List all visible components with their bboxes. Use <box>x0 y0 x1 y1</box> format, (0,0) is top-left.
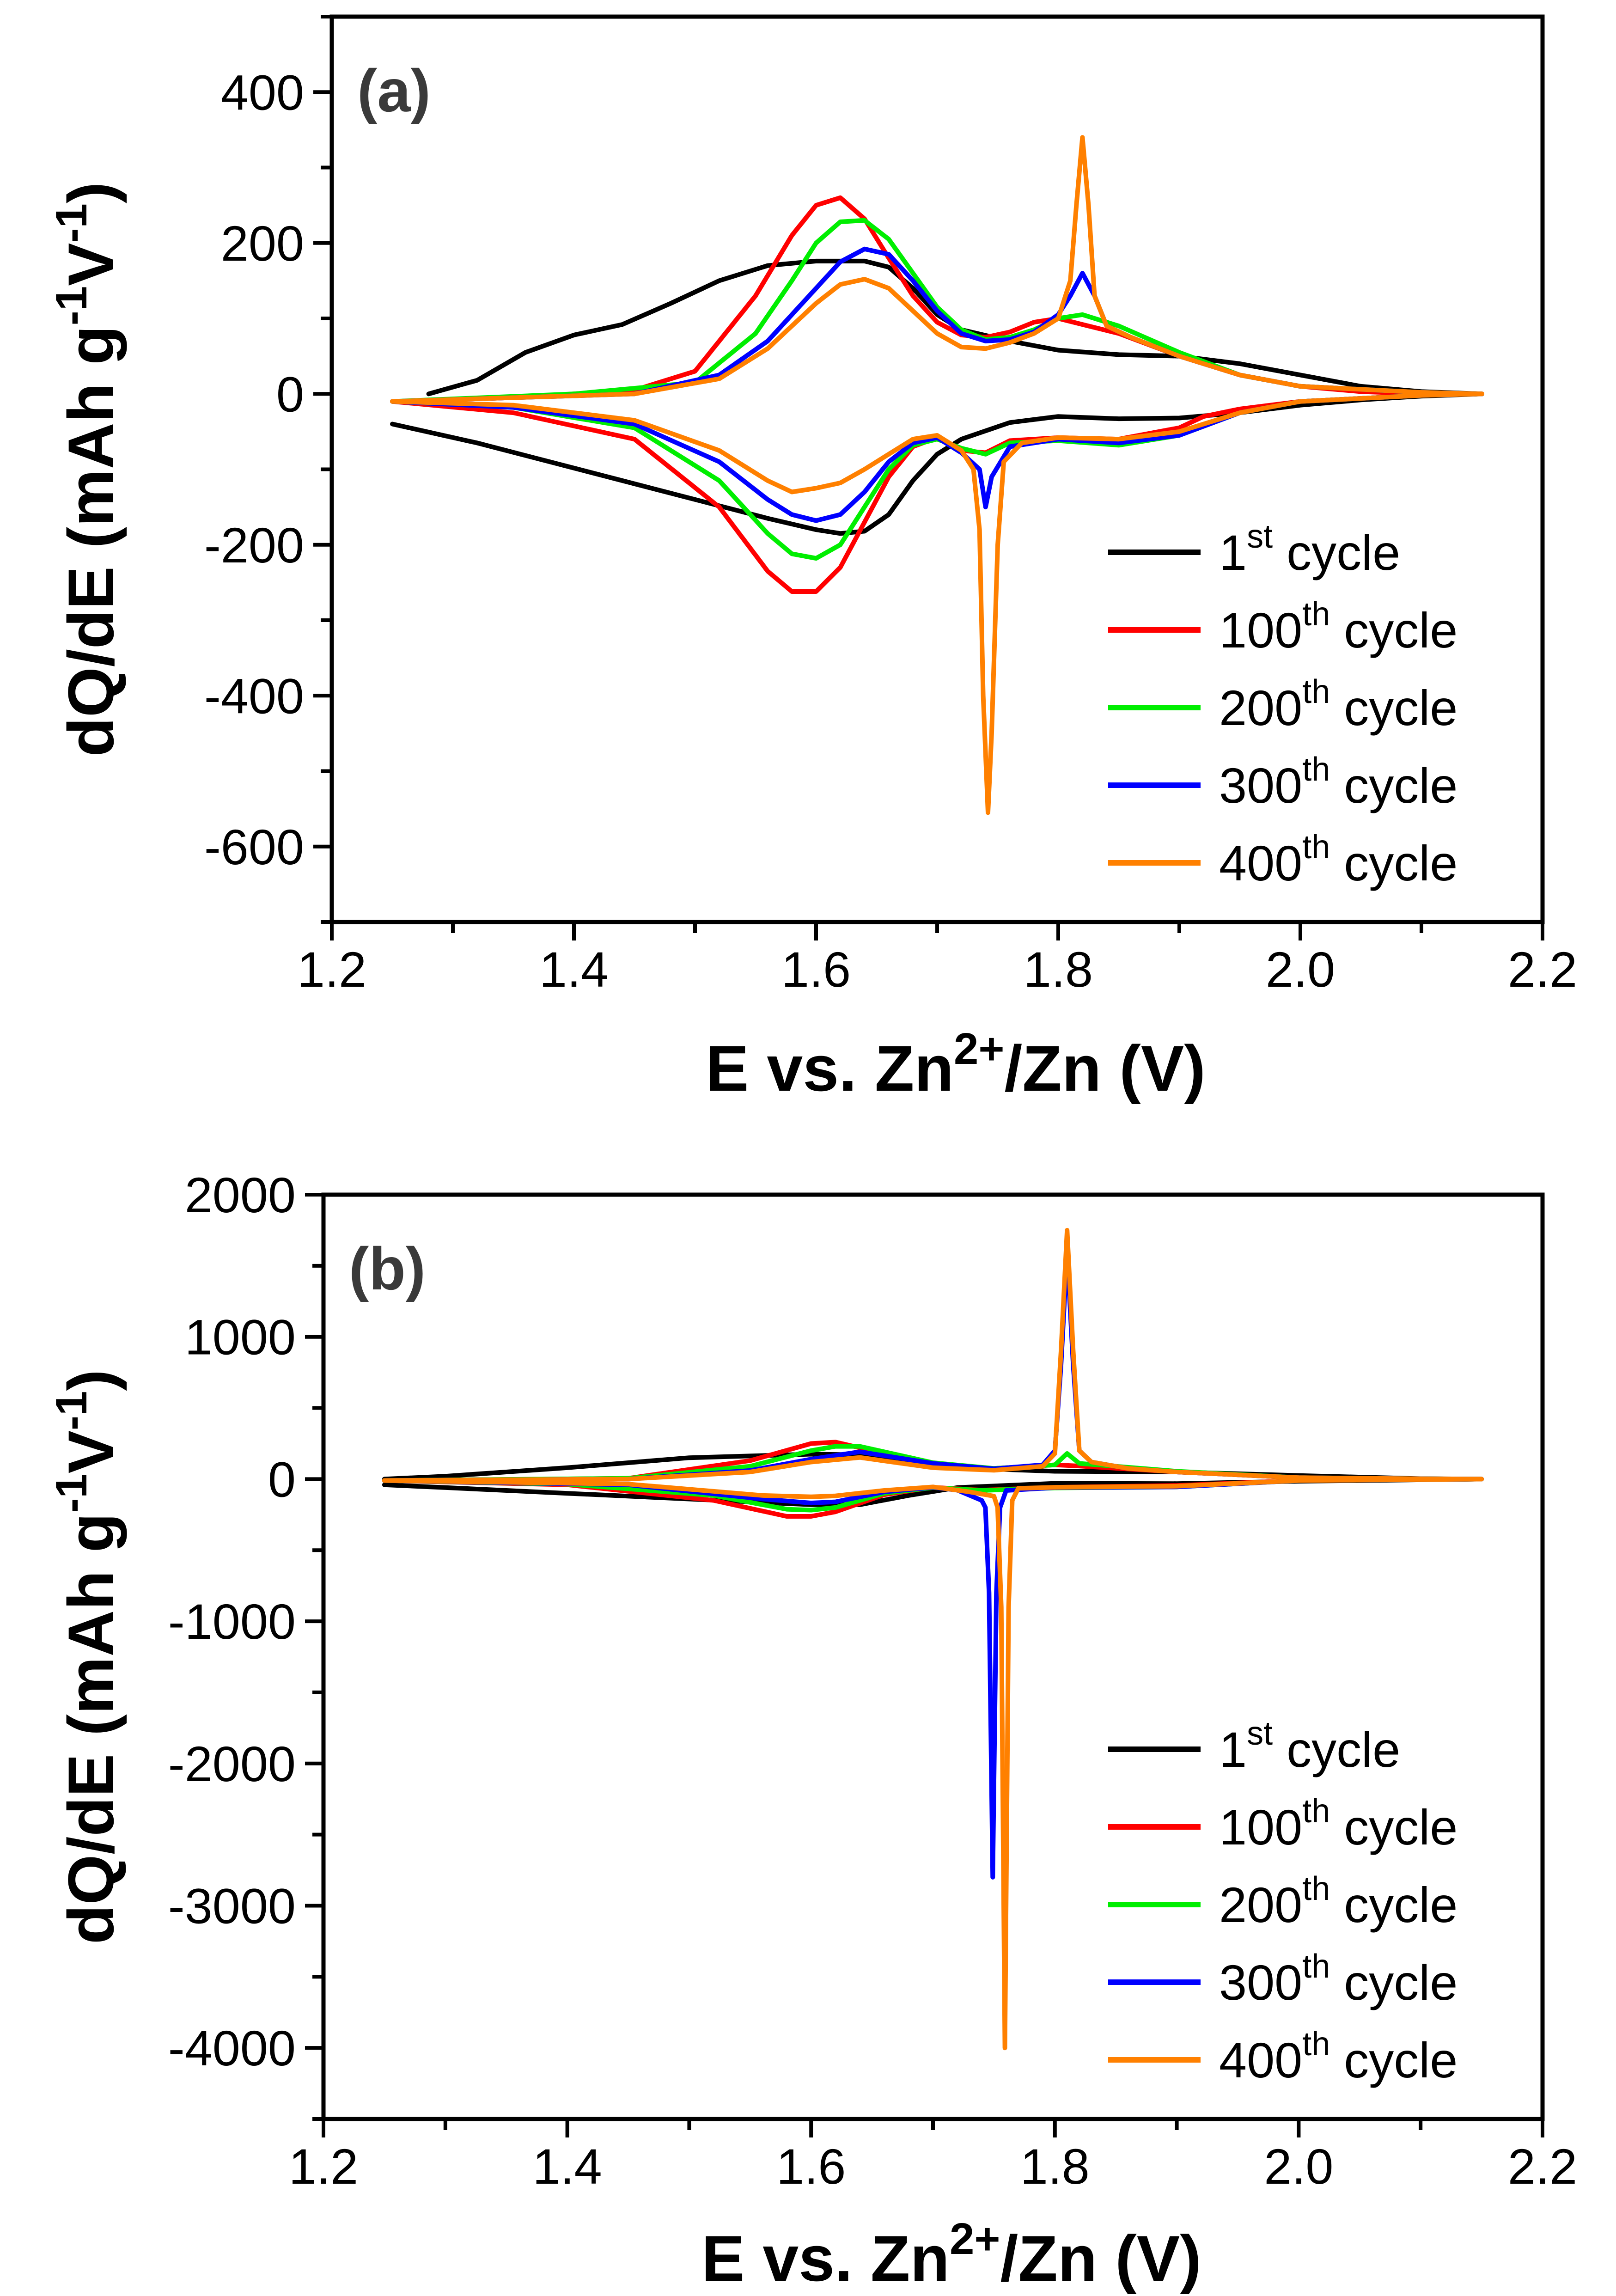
x-tick-label: 2.2 <box>1508 941 1577 997</box>
legend-label: 400th cycle <box>1219 2026 1457 2088</box>
y-tick-label: -3000 <box>168 1878 296 1934</box>
x-axis-title: E vs. Zn2+/Zn (V) <box>706 1024 1206 1105</box>
x-tick-label: 2.0 <box>1264 2138 1333 2194</box>
x-tick-label: 2.2 <box>1508 2138 1577 2194</box>
y-axis-title: dQ/dE (mAh g-1V-1) <box>47 182 127 757</box>
legend-label: 400th cycle <box>1219 829 1457 891</box>
panel-label: (a) <box>357 57 431 124</box>
y-axis-title: dQ/dE (mAh g-1V-1) <box>47 1369 127 1944</box>
y-tick-label: -600 <box>204 819 304 875</box>
legend-label: 1st cycle <box>1219 1715 1400 1777</box>
legend: 1st cycle 100th cycle 200th cycle 300th cyc… <box>1108 1715 1457 2088</box>
x-tick-label: 1.2 <box>289 2138 358 2194</box>
series-line-5-charge <box>390 135 1484 404</box>
y-tick-label: 2000 <box>185 1167 296 1223</box>
y-tick-label: -4000 <box>168 2020 296 2076</box>
legend-label: 100th cycle <box>1219 596 1457 658</box>
legend-label: 200th cycle <box>1219 673 1457 736</box>
series-line-5-charge <box>382 1227 1484 1483</box>
x-tick-label: 1.4 <box>539 941 609 997</box>
legend-label: 300th cycle <box>1219 751 1457 813</box>
x-tick-label: 1.2 <box>297 941 366 997</box>
y-tick-label: 0 <box>268 1451 296 1507</box>
series-group <box>382 1227 1484 2051</box>
series-line-3-charge <box>390 218 1484 404</box>
legend: 1st cycle 100th cycle 200th cycle 300th cyc… <box>1108 518 1457 891</box>
y-tick-label: 200 <box>221 215 304 271</box>
x-axis-title: E vs. Zn2+/Zn (V) <box>701 2214 1201 2295</box>
chart-panel-b: 1.2 1.4 1.6 1.8 2.0 2.2 -4000 -3000 -2000 -1000 0 1… <box>47 1167 1577 2295</box>
x-tick-label: 1.6 <box>776 2138 846 2194</box>
x-tick-label: 1.6 <box>781 941 851 997</box>
series-line-2-charge <box>390 195 1484 404</box>
legend-label: 100th cycle <box>1219 1793 1457 1855</box>
y-tick-label: 0 <box>276 366 304 422</box>
legend-label: 300th cycle <box>1219 1948 1457 2010</box>
legend-label: 200th cycle <box>1219 1870 1457 1933</box>
x-tick-label: 1.8 <box>1024 941 1093 997</box>
y-tick-label: 1000 <box>185 1309 296 1365</box>
series-line-1-charge <box>426 258 1484 397</box>
series-group <box>390 135 1484 815</box>
x-tick-label: 2.0 <box>1266 941 1335 997</box>
series-line-4-charge <box>382 1249 1484 1483</box>
chart-panel-a: 1.2 1.4 1.6 1.8 2.0 2.2 -600 -400 -200 0 200 400 (a)… <box>47 14 1577 1105</box>
y-tick-label: -200 <box>204 517 304 573</box>
x-tick-label: 1.8 <box>1020 2138 1090 2194</box>
panel-label: (b) <box>349 1235 426 1302</box>
y-tick-label: -400 <box>204 668 304 724</box>
series-line-5-discharge <box>390 391 1484 815</box>
series-line-5-discharge <box>382 1477 1484 2051</box>
y-tick-label: -2000 <box>168 1736 296 1792</box>
y-tick-label: -1000 <box>168 1594 296 1649</box>
legend-label: 1st cycle <box>1219 518 1400 580</box>
y-tick-label: 400 <box>221 64 304 120</box>
x-tick-label: 1.4 <box>533 2138 602 2194</box>
